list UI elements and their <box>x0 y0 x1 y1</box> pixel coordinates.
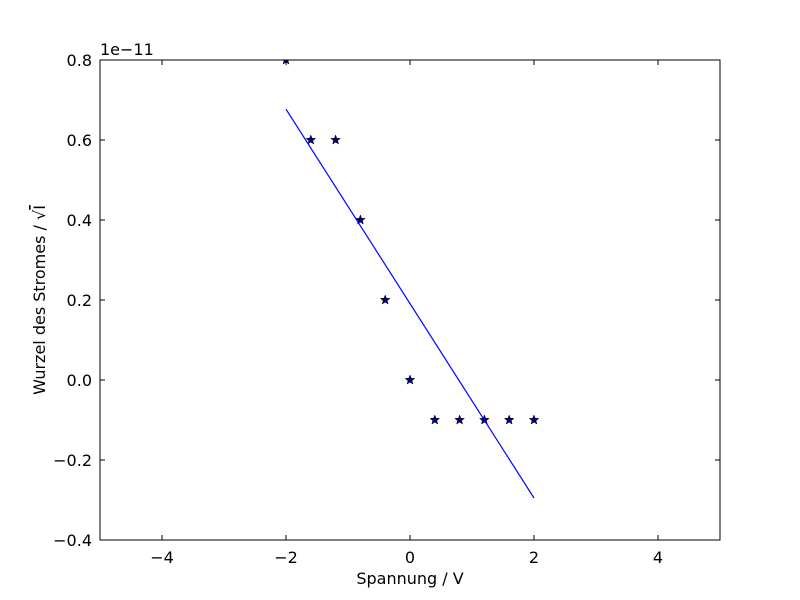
y-axis-label-group: Wurzel des Stromes / √I <box>30 205 49 395</box>
data-point-5 <box>404 374 416 385</box>
data-point-10 <box>528 414 540 425</box>
y-axis-label-radical: √ <box>30 209 49 220</box>
y-tick-label: 0.8 <box>67 51 92 70</box>
fit-line <box>285 108 535 499</box>
data-point-2 <box>330 134 342 145</box>
y-offset-label: 1e−11 <box>100 40 154 59</box>
data-point-6 <box>429 414 441 425</box>
data-point-7 <box>454 414 466 425</box>
y-tick-label: 0.6 <box>67 131 92 150</box>
x-tick-label: 4 <box>653 548 663 567</box>
x-tick-label: −4 <box>150 548 174 567</box>
y-axis-label: Wurzel des Stromes / √I <box>30 205 49 395</box>
y-tick-label: −0.4 <box>53 531 92 550</box>
y-tick-label: −0.2 <box>53 451 92 470</box>
y-tick-label: 0.2 <box>67 291 92 310</box>
data-point-3 <box>354 214 366 225</box>
data-point-4 <box>379 294 391 305</box>
y-tick-label: 0.0 <box>67 371 92 390</box>
y-tick-label: 0.4 <box>67 211 92 230</box>
x-tick-label: 0 <box>405 548 415 567</box>
y-axis-label-text: Wurzel des Stromes / <box>30 220 49 395</box>
data-point-9 <box>503 414 515 425</box>
data-point-1 <box>305 134 317 145</box>
x-tick-label: 2 <box>529 548 539 567</box>
plot-area <box>282 60 540 499</box>
x-tick-label: −2 <box>274 548 298 567</box>
axis-ticks: −4 −2 0 2 4 −0.4 −0.2 0.0 0.2 0.4 0.6 0.8 <box>53 51 720 567</box>
x-axis-label: Spannung / V <box>356 569 463 588</box>
y-axis-label-variable: I <box>30 205 49 210</box>
